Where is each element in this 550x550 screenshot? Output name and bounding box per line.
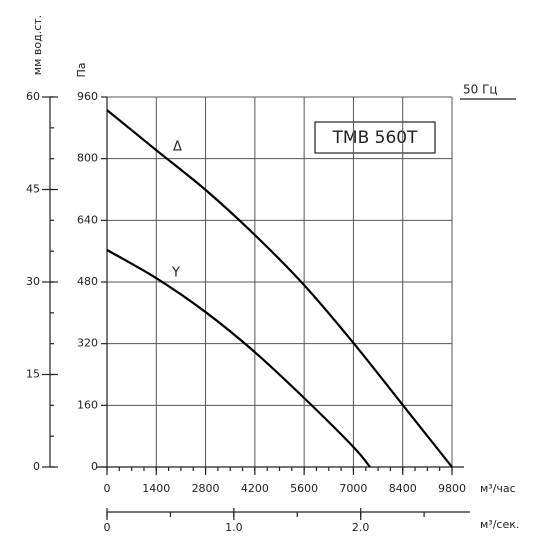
y2-tick-label: 60 — [26, 90, 40, 103]
y-axis-label: Па — [75, 62, 88, 77]
frequency-label: 50 Гц — [463, 83, 498, 97]
x-tick-label: 5600 — [290, 482, 318, 495]
x2-tick-label: 2.0 — [352, 521, 370, 534]
curve — [106, 249, 371, 468]
curve-label: Δ — [173, 140, 182, 155]
y2-tick-label: 0 — [33, 460, 40, 473]
y2-tick-label: 15 — [26, 368, 40, 381]
y2-axis-label: мм вод.ст. — [31, 15, 44, 75]
x-tick-label: 4200 — [241, 482, 269, 495]
x-tick-label: 2800 — [192, 482, 220, 495]
model-box — [314, 121, 436, 154]
x2-axis-label: м³/сек. — [480, 518, 519, 531]
y-tick-label: 640 — [77, 213, 98, 226]
x-tick-label: 0 — [104, 482, 111, 495]
x-tick-label: 7000 — [339, 482, 367, 495]
model-label: TMB 560T — [332, 128, 419, 148]
y-tick-label: 800 — [77, 152, 98, 165]
y-tick-label: 0 — [91, 460, 98, 473]
y-tick-label: 480 — [77, 275, 98, 288]
y2-tick-label: 30 — [26, 275, 40, 288]
y-tick-label: 160 — [77, 398, 98, 411]
curve-label: Y — [171, 266, 180, 281]
x-tick-label: 8400 — [389, 482, 417, 495]
y-tick-label: 320 — [77, 337, 98, 350]
x2-tick-label: 0 — [104, 521, 111, 534]
x-tick-label: 1400 — [142, 482, 170, 495]
curve — [106, 109, 453, 468]
x2-tick-label: 1.0 — [225, 521, 243, 534]
x-tick-label: 9800 — [438, 482, 466, 495]
y-tick-label: 960 — [77, 90, 98, 103]
y2-tick-label: 45 — [26, 183, 40, 196]
x-axis-label: м³/час — [480, 482, 516, 495]
